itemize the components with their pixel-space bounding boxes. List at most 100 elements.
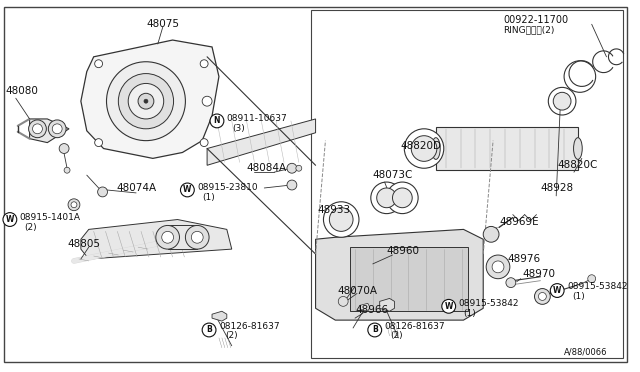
Polygon shape <box>310 10 623 357</box>
Circle shape <box>59 144 69 154</box>
Ellipse shape <box>431 138 440 159</box>
Text: 48080: 48080 <box>6 86 39 96</box>
Circle shape <box>330 208 353 231</box>
Circle shape <box>368 323 381 337</box>
Circle shape <box>387 182 418 214</box>
Circle shape <box>564 61 596 92</box>
Circle shape <box>534 289 550 304</box>
Text: 48976: 48976 <box>508 254 541 264</box>
Text: 08126-81637: 08126-81637 <box>385 321 445 331</box>
Polygon shape <box>360 303 370 311</box>
Text: (2): (2) <box>390 331 403 340</box>
Text: 48928: 48928 <box>540 183 573 193</box>
Circle shape <box>144 99 148 103</box>
Circle shape <box>323 202 359 237</box>
Circle shape <box>588 275 596 283</box>
Polygon shape <box>380 298 394 311</box>
Polygon shape <box>207 119 316 165</box>
Text: 48084A: 48084A <box>246 163 287 173</box>
Polygon shape <box>316 230 483 320</box>
Text: W: W <box>553 286 561 295</box>
Text: (2): (2) <box>225 331 237 340</box>
Text: A/88/0066: A/88/0066 <box>564 347 607 356</box>
Circle shape <box>550 283 564 298</box>
Circle shape <box>483 227 499 242</box>
Circle shape <box>492 261 504 273</box>
Text: (2): (2) <box>25 223 37 232</box>
Text: 48820C: 48820C <box>557 160 598 170</box>
Circle shape <box>287 180 297 190</box>
Text: W: W <box>183 186 191 195</box>
Text: 48075: 48075 <box>146 19 179 29</box>
Text: 48960: 48960 <box>387 246 420 256</box>
Text: 08911-10637: 08911-10637 <box>227 115 287 124</box>
Bar <box>168 225 197 249</box>
Text: 48969E: 48969E <box>499 217 539 227</box>
Text: 08915-53842: 08915-53842 <box>567 282 628 291</box>
Text: 48933: 48933 <box>317 205 351 215</box>
Circle shape <box>339 296 348 306</box>
Circle shape <box>506 278 516 288</box>
Circle shape <box>538 292 547 301</box>
Circle shape <box>156 225 179 249</box>
Polygon shape <box>212 311 227 321</box>
Text: 08915-1401A: 08915-1401A <box>20 213 81 222</box>
Ellipse shape <box>573 138 582 159</box>
Bar <box>350 247 468 311</box>
Text: 48966: 48966 <box>355 305 388 315</box>
Circle shape <box>138 93 154 109</box>
Circle shape <box>200 60 208 68</box>
Circle shape <box>296 165 302 171</box>
Circle shape <box>553 92 571 110</box>
Circle shape <box>71 202 77 208</box>
Text: 08915-23810: 08915-23810 <box>197 183 258 192</box>
Circle shape <box>49 120 66 138</box>
Circle shape <box>210 114 224 128</box>
Text: 48805: 48805 <box>67 239 100 249</box>
Text: (1): (1) <box>463 309 476 318</box>
Text: 48074A: 48074A <box>116 183 157 193</box>
Circle shape <box>442 299 456 313</box>
Circle shape <box>202 323 216 337</box>
Circle shape <box>377 188 396 208</box>
Circle shape <box>404 129 444 168</box>
Text: 48073C: 48073C <box>372 170 413 180</box>
Polygon shape <box>81 219 232 259</box>
Text: W: W <box>445 302 453 311</box>
Circle shape <box>548 87 576 115</box>
Text: (1): (1) <box>572 292 585 301</box>
Circle shape <box>392 188 412 208</box>
Circle shape <box>106 62 186 141</box>
Text: 08915-53842: 08915-53842 <box>459 299 519 308</box>
Circle shape <box>162 231 173 243</box>
Text: B: B <box>372 326 378 334</box>
Circle shape <box>98 187 108 197</box>
Circle shape <box>191 231 203 243</box>
Circle shape <box>33 124 42 134</box>
Circle shape <box>64 167 70 173</box>
Circle shape <box>52 124 62 134</box>
Circle shape <box>371 182 403 214</box>
Text: (1): (1) <box>202 193 215 202</box>
Circle shape <box>486 255 510 279</box>
Text: 48820D: 48820D <box>401 141 442 151</box>
Text: (3): (3) <box>232 124 244 133</box>
Circle shape <box>287 163 297 173</box>
Circle shape <box>186 225 209 249</box>
Circle shape <box>95 60 102 68</box>
Text: RINGリング(2): RINGリング(2) <box>503 26 554 35</box>
Circle shape <box>128 83 164 119</box>
Text: W: W <box>6 215 14 224</box>
Text: N: N <box>214 116 220 125</box>
Text: 48070A: 48070A <box>337 286 377 295</box>
Circle shape <box>180 183 195 197</box>
Text: 00922-11700: 00922-11700 <box>503 15 568 25</box>
Circle shape <box>412 136 437 161</box>
Circle shape <box>118 74 173 129</box>
Polygon shape <box>29 119 69 142</box>
Bar <box>436 127 578 170</box>
Circle shape <box>3 213 17 227</box>
Circle shape <box>95 139 102 147</box>
Polygon shape <box>81 40 219 158</box>
Text: 08126-81637: 08126-81637 <box>219 321 280 331</box>
